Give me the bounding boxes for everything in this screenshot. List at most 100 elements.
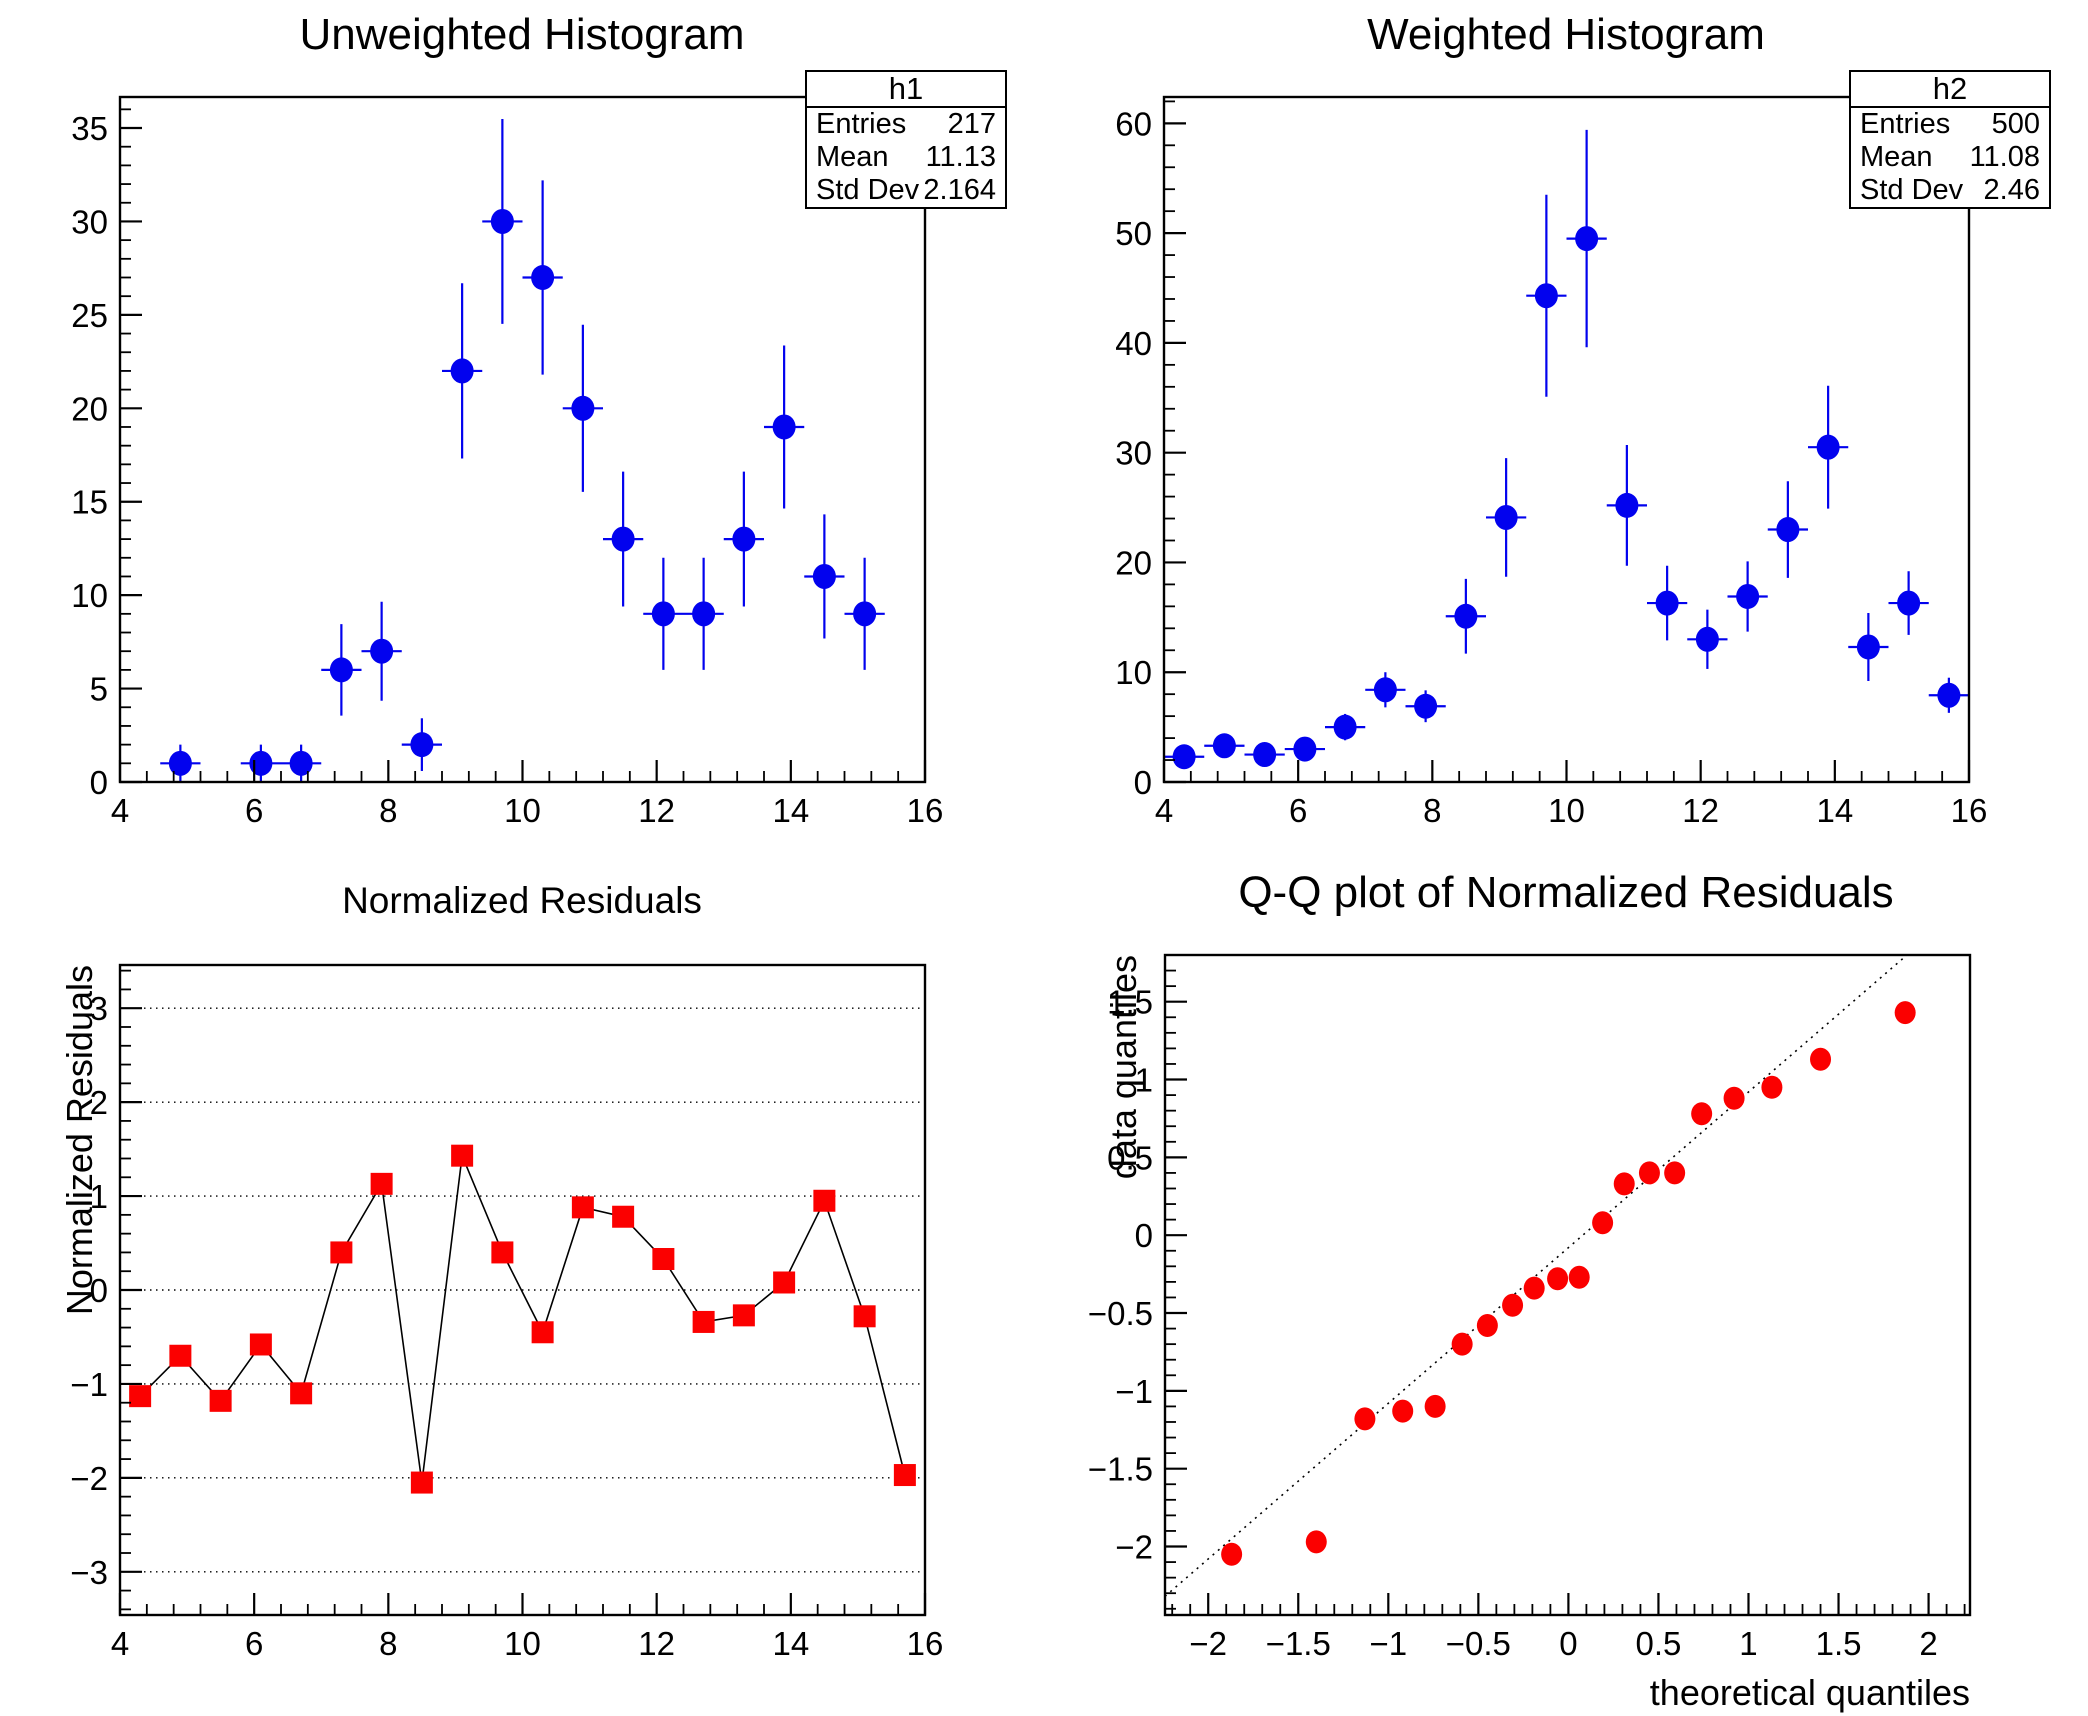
axis-tick-label: 0.5	[1107, 1139, 1153, 1176]
axis-tick-label: 8	[379, 792, 397, 829]
axis-tick-label: 0	[90, 764, 108, 801]
data-point-marker	[1424, 1394, 1446, 1418]
data-point-marker	[1655, 590, 1679, 616]
data-point-marker	[611, 526, 635, 552]
data-point-marker	[1638, 1161, 1660, 1185]
data-point-marker	[1613, 1172, 1635, 1196]
stats-value: 2.164	[923, 174, 996, 206]
data-point-marker	[853, 601, 877, 627]
axis-tick-label: −1	[1115, 1373, 1153, 1410]
data-point-marker	[571, 1196, 594, 1219]
stats-row-stddev: Std Dev 2.164	[807, 174, 1005, 207]
axis-tick-label: 20	[71, 390, 108, 427]
page-title-weighted: Weighted Histogram	[1367, 10, 1765, 59]
data-point-marker	[1333, 714, 1357, 740]
data-point-marker	[651, 601, 675, 627]
panel-qq-plot: −2 −1.5 −1 −0.5 0 0.5 1 1.5 2 −2 −1.5 −1 −0.5 0 0.5 1 1.…	[1044, 858, 2088, 1716]
data-point-marker	[1816, 434, 1840, 460]
data-point-marker	[1221, 1542, 1243, 1566]
data-point-marker	[329, 657, 353, 683]
data-point-marker	[290, 1382, 313, 1405]
data-point-marker	[1592, 1211, 1614, 1235]
axis-tick-label: −1	[1369, 1625, 1407, 1662]
stats-value: 500	[1991, 108, 2040, 140]
data-point-marker	[1776, 517, 1800, 543]
stats-value: 217	[947, 108, 996, 140]
data-point-marker	[129, 1385, 152, 1408]
data-point-marker	[853, 1305, 876, 1328]
data-point-marker	[772, 414, 796, 440]
data-point-marker	[773, 1271, 796, 1294]
axis-tick-label: 4	[111, 1625, 129, 1662]
data-point-marker	[169, 1344, 192, 1367]
axis-tick-label: 30	[71, 203, 108, 240]
axis-tick-label: 14	[772, 792, 809, 829]
stats-value: 11.08	[1969, 141, 2040, 173]
data-point-marker	[1937, 682, 1961, 708]
stats-label: Std Dev	[1860, 174, 1964, 206]
axis-tick-label: 40	[1115, 325, 1152, 362]
axis-tick-label: 8	[1423, 792, 1441, 829]
axis-tick-label: 16	[907, 1625, 944, 1662]
axis-tick-label: 10	[71, 577, 108, 614]
data-point-marker	[249, 1333, 272, 1356]
data-point-marker	[652, 1248, 675, 1271]
data-point-marker	[1856, 634, 1880, 660]
axis-tick-label: 1	[90, 1178, 108, 1215]
axis-tick-label: 1.5	[1107, 984, 1153, 1021]
stats-label: Mean	[816, 141, 889, 173]
data-point-marker	[531, 1321, 554, 1344]
data-point-marker	[692, 1310, 715, 1333]
page-title-residuals: Normalized Residuals	[342, 880, 702, 921]
data-point-marker	[612, 1205, 635, 1228]
axis-tick-label: 4	[1155, 792, 1173, 829]
stats-label: Mean	[1860, 141, 1933, 173]
stats-row-stddev: Std Dev 2.46	[1851, 174, 2049, 207]
axis-tick-label: −1	[70, 1366, 108, 1403]
axis-tick-label: −2	[70, 1460, 108, 1497]
axis-tick-label: 0	[90, 1272, 108, 1309]
data-point-marker	[490, 208, 514, 234]
axis-tick-label: 12	[638, 792, 675, 829]
axis-tick-label: 12	[1682, 792, 1719, 829]
weighted-histogram-plot: 4 6 8 10 12 14 16 0 10 20 30 40 50 60	[1115, 95, 1987, 829]
axis-tick-label: 6	[245, 792, 263, 829]
data-point-marker	[451, 1144, 474, 1167]
data-point-marker	[732, 526, 756, 552]
axis-tick-label: 14	[772, 1625, 809, 1662]
axis-tick-label: 5	[90, 671, 108, 708]
qq-reference-line	[1164, 954, 1908, 1597]
axis-tick-label: 4	[111, 792, 129, 829]
stats-box-title: h2	[1851, 72, 2049, 108]
axis-tick-label: 16	[907, 792, 944, 829]
data-point-marker	[209, 1389, 232, 1412]
data-point-marker	[330, 1241, 353, 1264]
data-point-marker	[491, 1241, 514, 1264]
axis-tick-label: 8	[379, 1625, 397, 1662]
data-point-marker	[1354, 1407, 1376, 1431]
data-point-marker	[1293, 736, 1317, 762]
data-point-marker	[1502, 1293, 1524, 1317]
data-point-marker	[370, 1172, 393, 1195]
axis-tick-label: 12	[638, 1625, 675, 1662]
axis-tick-label: 30	[1115, 435, 1152, 472]
data-point-marker	[410, 732, 434, 758]
axis-tick-label: 0	[1134, 764, 1152, 801]
axis-tick-label: 1	[1135, 1062, 1153, 1099]
data-point-marker	[1305, 1530, 1327, 1554]
data-point-marker	[289, 750, 313, 776]
axis-tick-label: −3	[70, 1554, 108, 1591]
stats-box-h1: h1 Entries 217 Mean 11.13 Std Dev 2.164	[805, 70, 1007, 209]
panel-normalized-residuals: 4 6 8 10 12 14 16 −3 −2 −1 0 1 2 3 Normalized Residual…	[0, 858, 1044, 1716]
data-point-marker	[1810, 1047, 1832, 1071]
data-point-marker	[249, 750, 273, 776]
axis-tick-label: −1.5	[1088, 1451, 1153, 1488]
data-point-marker	[1894, 1001, 1916, 1025]
data-point-marker	[1373, 677, 1397, 703]
panel-weighted-histogram: 4 6 8 10 12 14 16 0 10 20 30 40 50 60 Weighted Histog…	[1044, 0, 2088, 858]
qq-plot: −2 −1.5 −1 −0.5 0 0.5 1 1.5 2 −2 −1.5 −1 −0.5 0 0.5 1 1.…	[1088, 953, 1972, 1713]
data-point-marker	[1664, 1161, 1686, 1185]
data-point-marker	[1172, 744, 1196, 770]
